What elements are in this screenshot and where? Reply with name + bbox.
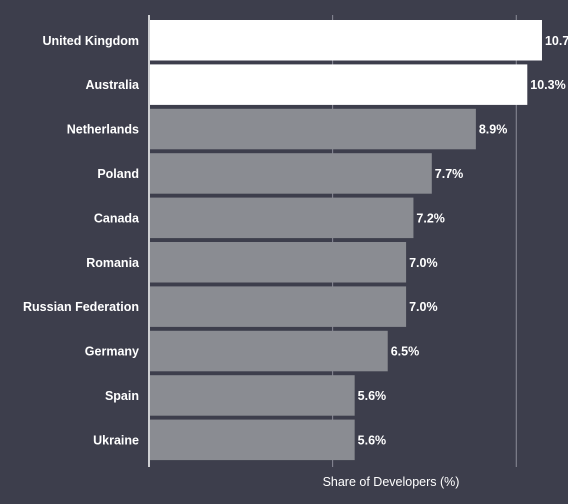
value-label: 7.7% bbox=[435, 167, 464, 181]
value-label: 10.7% bbox=[545, 34, 568, 48]
bar bbox=[150, 242, 407, 283]
bar bbox=[150, 64, 528, 105]
bar bbox=[150, 330, 388, 372]
bar bbox=[150, 20, 542, 61]
category-label: Canada bbox=[94, 211, 140, 225]
value-label: 7.0% bbox=[409, 256, 438, 270]
bar bbox=[150, 153, 432, 194]
category-label: Netherlands bbox=[67, 123, 139, 137]
value-label: 8.9% bbox=[479, 123, 508, 137]
bars bbox=[150, 20, 542, 461]
value-label: 5.6% bbox=[358, 433, 387, 447]
category-label: Ukraine bbox=[93, 433, 139, 447]
value-label: 7.0% bbox=[409, 300, 438, 314]
bar bbox=[150, 108, 476, 150]
bar bbox=[150, 197, 414, 239]
bar bbox=[150, 375, 355, 416]
bar bbox=[150, 419, 355, 461]
category-label: Poland bbox=[97, 167, 139, 181]
x-axis-label: Share of Developers (%) bbox=[323, 475, 460, 489]
value-label: 5.6% bbox=[358, 389, 387, 403]
category-label: Australia bbox=[86, 78, 141, 92]
bar bbox=[150, 286, 407, 327]
value-label: 10.3% bbox=[530, 78, 565, 92]
labels: United Kingdom 10.7% Australia 10.3% Netherl… bbox=[23, 34, 568, 448]
value-label: 7.2% bbox=[416, 211, 445, 225]
category-label: Spain bbox=[105, 389, 139, 403]
category-label: Romania bbox=[86, 256, 140, 270]
category-label: Russian Federation bbox=[23, 300, 139, 314]
category-label: United Kingdom bbox=[42, 34, 139, 48]
value-label: 6.5% bbox=[391, 345, 420, 359]
category-label: Germany bbox=[85, 345, 139, 359]
